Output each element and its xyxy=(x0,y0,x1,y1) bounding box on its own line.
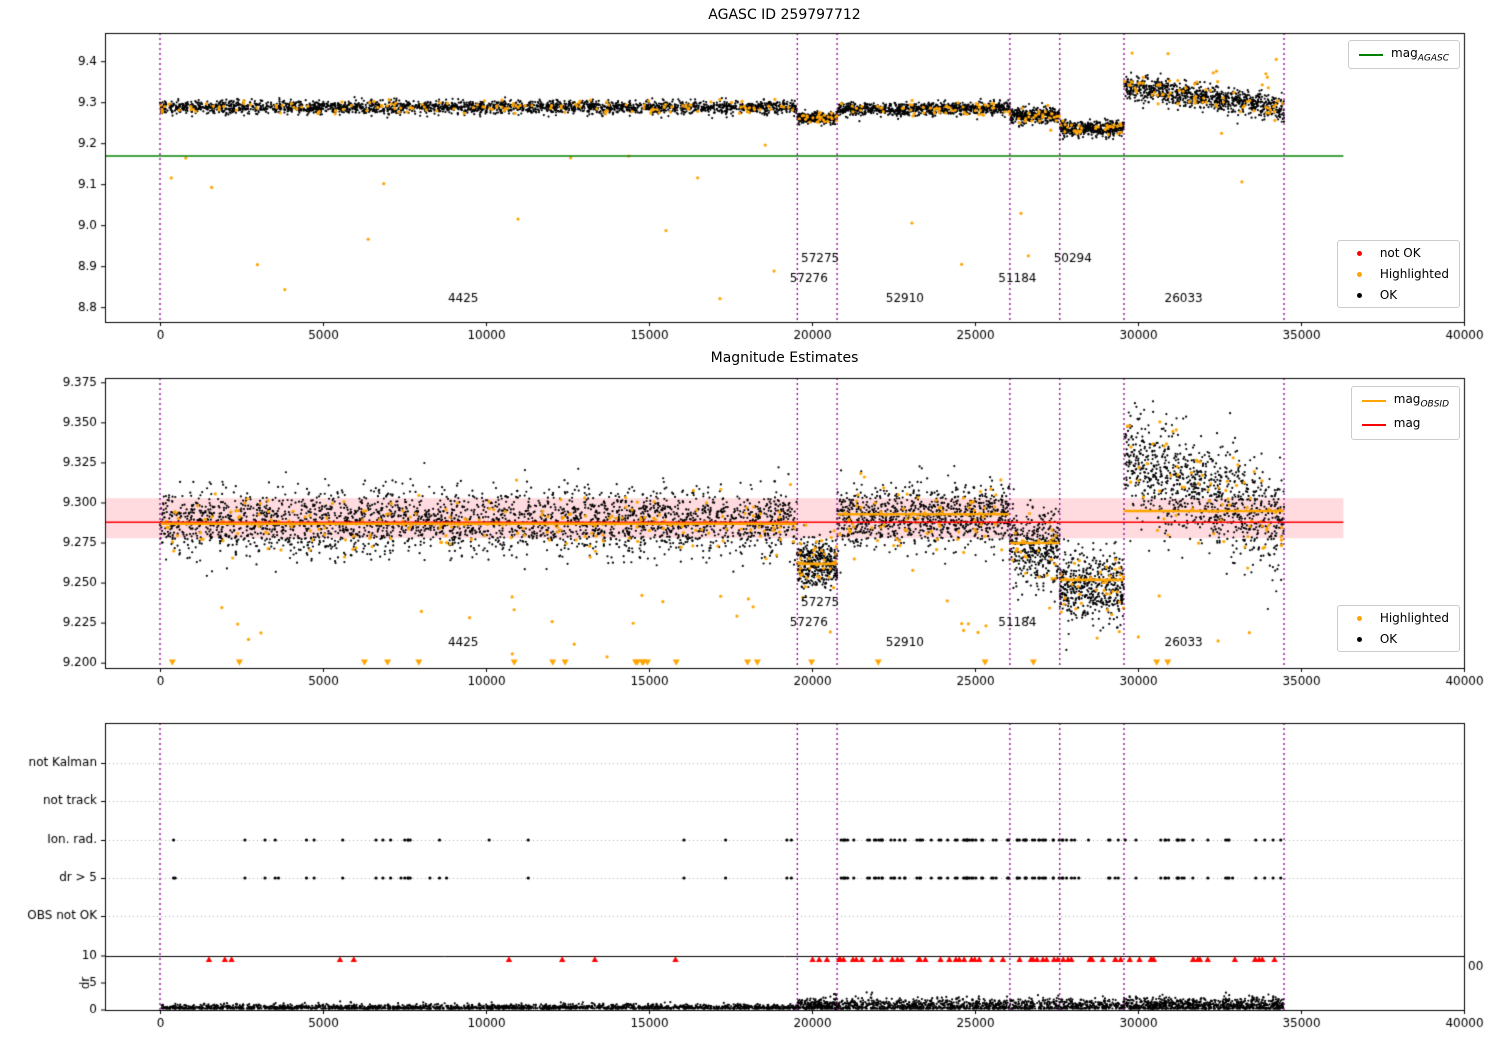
legend-point-classes: not OK Highlighted OK xyxy=(1336,240,1460,308)
red-dot-icon xyxy=(1357,250,1363,256)
legend-point-classes-middle: Highlighted OK xyxy=(1336,605,1460,652)
black-dot-icon xyxy=(1357,636,1363,642)
red-line-icon xyxy=(1361,424,1386,427)
legend-item-mag: mag xyxy=(1361,416,1449,433)
legend-item-highlighted: Highlighted xyxy=(1348,267,1449,281)
legend-label: mag xyxy=(1393,416,1421,431)
legend-mag-agasc: magAGASC xyxy=(1348,40,1460,70)
orange-line-icon xyxy=(1361,399,1386,402)
top-plot-title: AGASC ID 259797712 xyxy=(708,7,861,23)
legend-item-ok: OK xyxy=(1348,632,1449,646)
legend-mag-lines: magOBSID mag xyxy=(1350,386,1460,440)
black-dot-icon xyxy=(1357,292,1363,298)
legend-label: Highlighted xyxy=(1379,611,1449,625)
legend-item-not-ok: not OK xyxy=(1348,246,1449,260)
orange-dot-icon xyxy=(1357,615,1363,621)
legend-item-ok: OK xyxy=(1348,288,1449,302)
legend-label: magOBSID xyxy=(1393,392,1449,410)
middle-plot-title: Magnitude Estimates xyxy=(710,350,859,366)
legend-label: not OK xyxy=(1379,246,1421,260)
green-line-icon xyxy=(1359,53,1384,56)
legend-item-mag-obsid: magOBSID xyxy=(1361,392,1449,410)
legend-item-mag-agasc: magAGASC xyxy=(1359,46,1449,63)
legend-item-highlighted: Highlighted xyxy=(1348,611,1449,625)
legend-label: Highlighted xyxy=(1379,267,1449,281)
orange-dot-icon xyxy=(1357,271,1363,277)
legend-swatch-wrap xyxy=(1359,53,1384,56)
legend-label: OK xyxy=(1379,632,1398,646)
legend-label: OK xyxy=(1379,288,1398,302)
legend-label: magAGASC xyxy=(1391,46,1449,64)
